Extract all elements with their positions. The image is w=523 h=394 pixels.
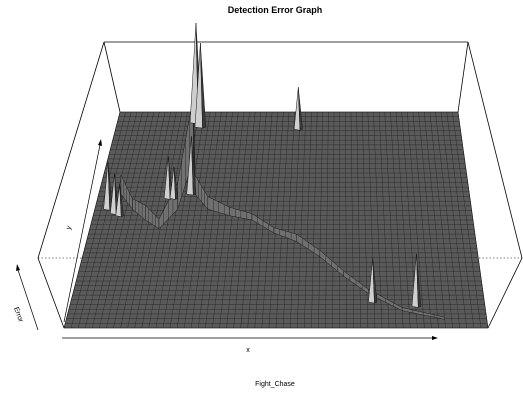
bounding-box-front <box>37 257 523 329</box>
box-edge <box>37 41 105 259</box>
box-edge <box>37 257 65 329</box>
error-spike-shade <box>416 253 422 308</box>
z-axis-arrow <box>17 269 39 331</box>
box-edge <box>457 41 469 113</box>
error-spike-shade <box>173 166 179 200</box>
error-spike-shade <box>372 257 378 304</box>
error-spike-shade <box>191 136 197 196</box>
chart-caption: Fight_Chase <box>255 381 295 388</box>
y-axis-arrowhead <box>98 139 102 146</box>
y-axis-arrow <box>63 144 101 323</box>
error-spike-shade <box>119 184 124 218</box>
z-axis-arrowhead <box>16 264 20 271</box>
x-axis-label: x <box>246 347 250 354</box>
y-axis-label: y <box>65 225 73 231</box>
error-spike-shade <box>298 87 303 131</box>
error-spikes <box>103 23 422 308</box>
box-edge <box>103 41 121 113</box>
axis-arrows <box>16 139 438 340</box>
z-axis-label: Error <box>12 306 24 324</box>
box-edge <box>467 41 523 259</box>
box-edge <box>487 257 523 329</box>
error-spike-shade <box>200 43 207 129</box>
chart-title: Detection Error Graph <box>228 5 323 15</box>
x-axis-arrowhead <box>432 336 438 340</box>
surface-mesh <box>63 111 489 329</box>
